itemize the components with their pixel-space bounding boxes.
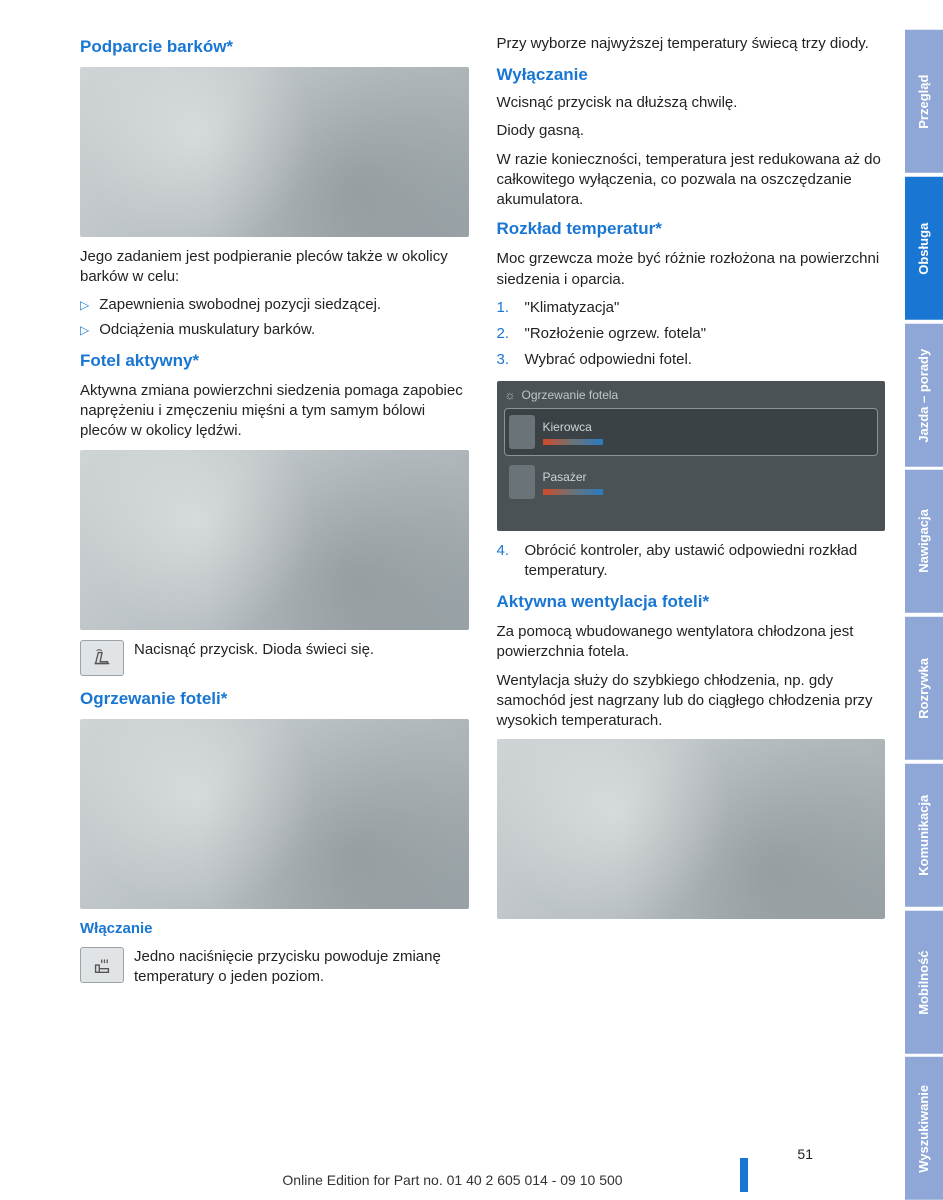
list-item-text: "Klimatyzacja"	[525, 298, 620, 318]
icon-instruction-text: Nacisnąć przycisk. Dioda świeci się.	[134, 640, 469, 660]
side-tab[interactable]: Komunikacja	[905, 764, 943, 907]
heading-temp-distribution: Rozkład temperatur*	[497, 218, 886, 241]
text-shoulder-intro: Jego zadaniem jest podpieranie pleców ta…	[80, 247, 469, 288]
side-tab[interactable]: Przegląd	[905, 30, 943, 173]
screen-option-passenger: Pasażer	[505, 459, 878, 505]
text-heat-distribution: Moc grzewcza może być różnie rozłożona n…	[497, 249, 886, 290]
seat-mini-icon	[509, 465, 535, 499]
text-ventilation-use: Wentylacja służy do szybkiego chłodzenia…	[497, 671, 886, 732]
list-item: "Klimatyzacja"	[497, 298, 886, 318]
seat-button-icon	[80, 640, 124, 676]
seat-heat-icon	[80, 947, 124, 983]
left-column: Podparcie barków* Jego zadaniem jest pod…	[80, 30, 469, 1190]
side-tab[interactable]: Wyszukiwanie	[905, 1057, 943, 1200]
side-tabs: Przegląd Obsługa Jazda – poradyNawigacja Ro…	[905, 0, 943, 1200]
list-item-text: Wybrać odpowiedni fotel.	[525, 350, 692, 370]
list-item: Wybrać odpowiedni fotel.	[497, 350, 886, 370]
page-content: Podparcie barków* Jego zadaniem jest pod…	[0, 0, 905, 1200]
list-item-text: "Rozłożenie ogrzew. fotela"	[525, 324, 707, 344]
text-active-seat: Aktywna zmiana powierzchni siedzenia pom…	[80, 381, 469, 442]
screen-option-label: Kierowca	[543, 419, 603, 435]
figure-active-seat	[80, 450, 469, 630]
heading-switch-off: Wyłączanie	[497, 64, 886, 87]
icon-instruction-row: Nacisnąć przycisk. Dioda świeci się.	[80, 640, 469, 676]
figure-seat-heating	[80, 719, 469, 909]
page-number: 51	[797, 1145, 813, 1164]
screen-option-label: Pasażer	[543, 469, 603, 485]
list-item-text: Obrócić kontroler, aby ustawić odpowiedn…	[525, 541, 886, 582]
heading-switch-on: Włączanie	[80, 919, 469, 939]
screen-title-row: ☼ Ogrzewanie fotela	[505, 387, 878, 403]
side-tab[interactable]: Mobilność	[905, 911, 943, 1054]
text-diodes-off: Diody gasną.	[497, 121, 886, 141]
heading-seat-heating: Ogrzewanie foteli*	[80, 688, 469, 711]
icon-instruction-text: Jedno naciśnięcie przycisku powoduje zmi…	[134, 947, 469, 988]
right-column: Przy wyborze najwyższej temperatury świe…	[497, 30, 886, 1190]
text-max-temp: Przy wyborze najwyższej temperatury świe…	[497, 34, 886, 54]
side-tab[interactable]: Rozrywka	[905, 617, 943, 760]
figure-idrive-screen: ☼ Ogrzewanie fotela Kierowca Pasażer	[497, 381, 886, 531]
side-tab[interactable]: Jazda – porady	[905, 324, 943, 467]
temp-bar	[543, 439, 603, 445]
text-reduce-temp: W razie konieczności, temperatura jest r…	[497, 150, 886, 211]
icon-instruction-row: Jedno naciśnięcie przycisku powoduje zmi…	[80, 947, 469, 988]
seat-mini-icon	[509, 415, 535, 449]
screen-option-driver: Kierowca	[505, 409, 878, 455]
numbered-steps: "Klimatyzacja" "Rozłożenie ogrzew. fotel…	[497, 298, 886, 371]
list-item: "Rozłożenie ogrzew. fotela"	[497, 324, 886, 344]
list-item-text: Odciążenia muskulatury barków.	[99, 320, 315, 340]
list-item-text: Zapewnienia swobodnej pozycji siedzącej.	[99, 295, 381, 315]
numbered-steps-cont: Obrócić kontroler, aby ustawić odpowiedn…	[497, 541, 886, 582]
screen-title: Ogrzewanie fotela	[522, 387, 619, 403]
figure-shoulder-support	[80, 67, 469, 237]
text-press-long: Wcisnąć przycisk na dłuższą chwilę.	[497, 93, 886, 113]
seat-heat-screen-icon: ☼	[505, 387, 516, 403]
heading-active-seat: Fotel aktywny*	[80, 350, 469, 373]
text-ventilation-intro: Za pomocą wbudowanego wentylatora chło­d…	[497, 622, 886, 663]
temp-bar	[543, 489, 603, 495]
heading-seat-ventilation: Aktywna wentylacja foteli*	[497, 591, 886, 614]
list-item: Zapewnienia swobodnej pozycji siedzącej.	[80, 295, 469, 315]
bullet-list-shoulder: Zapewnienia swobodnej pozycji siedzącej.…	[80, 295, 469, 340]
figure-seat-ventilation	[497, 739, 886, 919]
side-tab[interactable]: Nawigacja	[905, 470, 943, 613]
list-item: Odciążenia muskulatury barków.	[80, 320, 469, 340]
list-item: Obrócić kontroler, aby ustawić odpowiedn…	[497, 541, 886, 582]
side-tab[interactable]: Obsługa	[905, 177, 943, 320]
footer-text: Online Edition for Part no. 01 40 2 605 …	[0, 1171, 905, 1190]
heading-shoulder-support: Podparcie barków*	[80, 36, 469, 59]
